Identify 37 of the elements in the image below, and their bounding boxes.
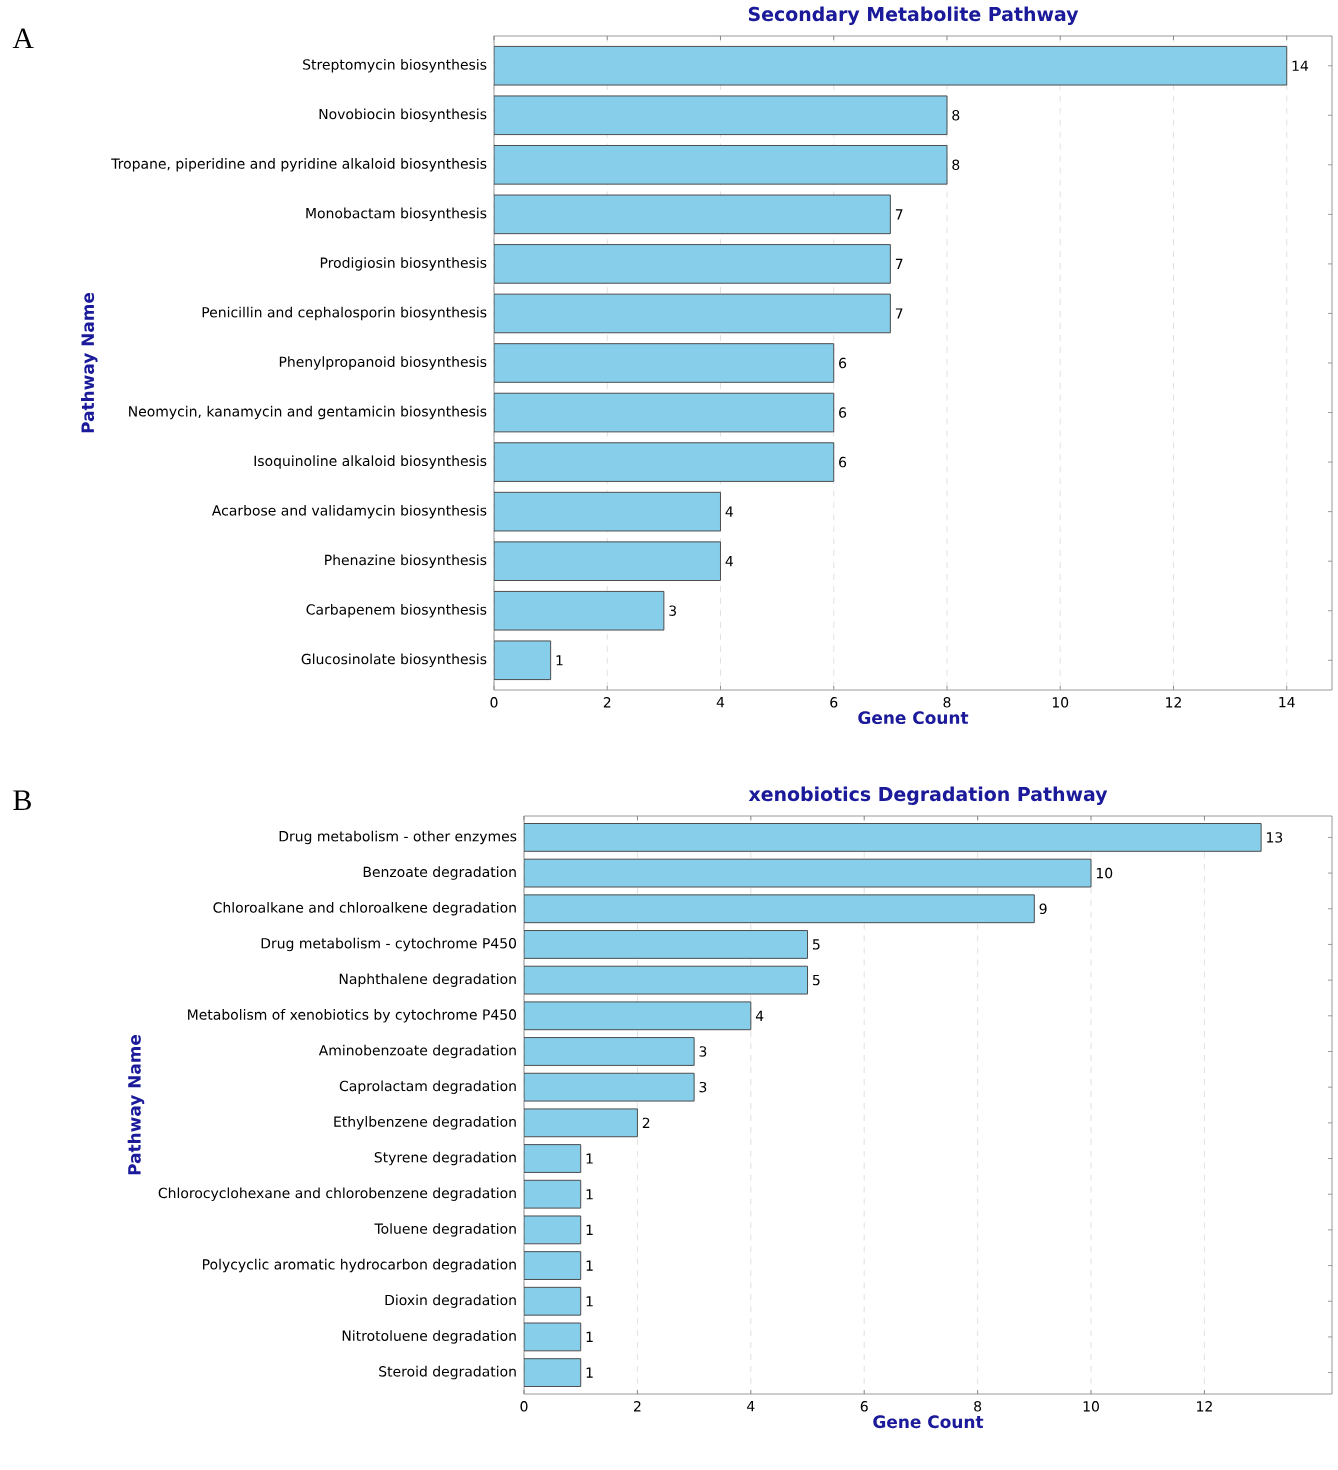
bar <box>524 1072 695 1102</box>
bar <box>494 194 891 235</box>
bar <box>524 1001 752 1031</box>
bar <box>524 1322 582 1352</box>
text: B <box>13 790 31 811</box>
bar <box>524 1215 582 1245</box>
bar <box>524 858 1092 888</box>
bar <box>494 590 665 631</box>
bar <box>494 45 1288 86</box>
bar <box>494 491 721 532</box>
bar <box>524 1286 582 1316</box>
bar <box>494 95 948 136</box>
bar <box>524 1037 695 1066</box>
bar <box>524 965 809 995</box>
bar <box>494 392 835 433</box>
bar <box>524 1179 582 1209</box>
x-axis-title: Gene Count <box>858 711 969 725</box>
y-axis-title: Pathway Name <box>127 1034 145 1175</box>
y-axis-title: Pathway Name <box>81 292 98 433</box>
bar <box>524 823 1262 852</box>
x-axis-title: Gene Count <box>873 1415 984 1429</box>
bar <box>494 293 891 334</box>
bar <box>524 1108 638 1138</box>
chart-title: xenobiotics Degradation Pathway <box>748 786 1108 805</box>
bar <box>524 930 809 959</box>
bar <box>494 442 835 482</box>
bar <box>524 1251 582 1280</box>
chart-title: Secondary Metabolite Pathway <box>748 6 1079 25</box>
bar <box>524 894 1035 924</box>
bar <box>494 244 891 284</box>
bar <box>494 343 835 383</box>
bar <box>494 541 721 581</box>
bar <box>524 1144 582 1173</box>
bar <box>494 640 552 681</box>
bar <box>494 144 948 185</box>
bar <box>524 1358 582 1388</box>
text: A <box>12 28 34 49</box>
